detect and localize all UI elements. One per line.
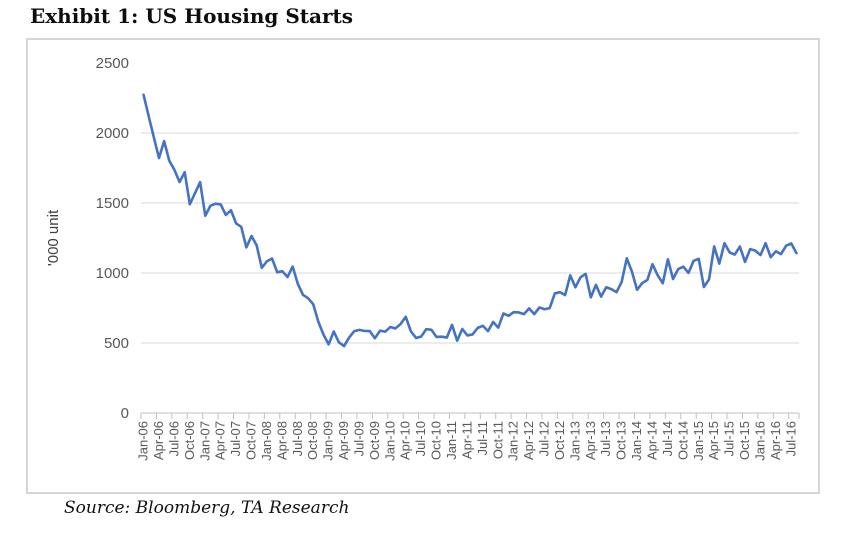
y-axis-title: '000 unit — [45, 209, 62, 266]
x-tick-label: Apr-11 — [459, 421, 474, 459]
x-tick-label: Jul-08 — [290, 421, 305, 456]
x-tick-label: Apr-13 — [583, 421, 598, 460]
x-tick-label: Jan-13 — [567, 421, 582, 461]
x-tick-label: Jul-14 — [660, 421, 675, 456]
x-tick-label: Jul-12 — [537, 421, 552, 456]
x-tick-label: Apr-10 — [398, 421, 413, 460]
x-tick-label: Jan-09 — [321, 421, 336, 461]
x-tick-label: Jan-08 — [259, 421, 274, 461]
chart-frame: 0 500 1000 1500 2000 2500 Jan-06 Apr-06 Jul-06 Oc… — [26, 38, 820, 494]
x-tick-label: Jan-11 — [444, 421, 459, 460]
housing-starts-series-line — [142, 93, 798, 348]
y-tick-label: 500 — [104, 335, 129, 352]
page-title: Exhibit 1: US Housing Starts — [30, 4, 353, 28]
x-tick-label: Apr-12 — [521, 421, 536, 460]
x-tick-label: Jan-15 — [691, 421, 706, 461]
y-tick-label: 2500 — [96, 55, 129, 72]
x-tick-label: Jan-16 — [752, 421, 767, 461]
x-tick-label: Jan-12 — [506, 421, 521, 461]
x-tick-label: Apr-09 — [336, 421, 351, 460]
x-tick-label: Jul-15 — [722, 421, 737, 456]
y-tick-label: 1500 — [96, 195, 129, 212]
x-tick-label: Apr-08 — [274, 421, 289, 460]
x-tick-label: Oct-14 — [675, 421, 690, 460]
x-tick-label: Jan-07 — [197, 421, 212, 461]
x-tick-label: Jul-13 — [598, 421, 613, 456]
x-tick-label: Jul-09 — [351, 421, 366, 456]
x-tick-label: Jul-07 — [228, 421, 243, 456]
x-tick-label: Jan-10 — [382, 421, 397, 461]
y-tick-label: 1000 — [96, 265, 129, 282]
x-tick-label: Apr-07 — [213, 421, 228, 460]
x-tick-label: Oct-06 — [182, 421, 197, 460]
x-tick-label: Oct-08 — [305, 421, 320, 460]
x-tick-label: Jan-14 — [629, 421, 644, 461]
x-tick-label: Oct-07 — [244, 421, 259, 460]
x-tick-label: Jul-10 — [413, 421, 428, 456]
x-tick-label: Jul-11 — [475, 421, 490, 455]
y-tick-label: 2000 — [96, 125, 129, 142]
x-tick-label: Jul-06 — [166, 421, 181, 456]
x-tick-label: Apr-15 — [706, 421, 721, 460]
x-tick-label: Oct-11 — [490, 421, 505, 459]
x-tick-label: Apr-06 — [151, 421, 166, 460]
x-tick-label: Oct-12 — [552, 421, 567, 460]
x-tick-label: Jan-06 — [136, 421, 151, 461]
x-tick-label: Jul-16 — [783, 421, 798, 456]
x-tick-label: Oct-15 — [737, 421, 752, 460]
x-tick-label: Oct-10 — [429, 421, 444, 460]
x-tick-label: Apr-16 — [768, 421, 783, 460]
y-tick-label: 0 — [121, 405, 129, 422]
x-tick-label: Oct-13 — [614, 421, 629, 460]
source-caption: Source: Bloomberg, TA Research — [64, 498, 350, 518]
x-tick-label: Apr-14 — [644, 421, 659, 460]
x-tick-label: Oct-09 — [367, 421, 382, 460]
